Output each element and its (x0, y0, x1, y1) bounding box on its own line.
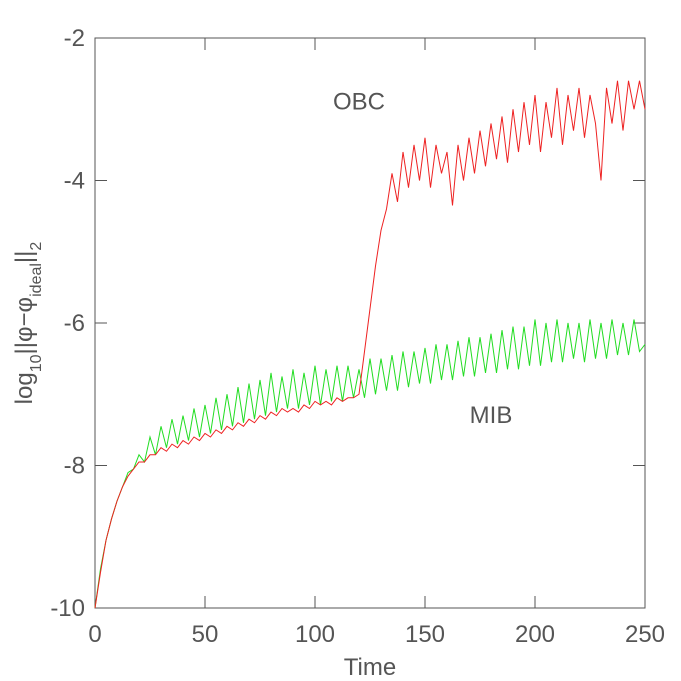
y-tick-label: -8 (64, 453, 85, 480)
annotation: MIB (470, 402, 513, 429)
x-tick-label: 50 (192, 621, 219, 648)
y-tick-label: -4 (64, 168, 85, 195)
y-label-part: 10 (28, 354, 45, 372)
x-tick-label: 0 (88, 621, 101, 648)
y-label-part: ideal (28, 263, 45, 297)
y-label-part: ||φ−φ (11, 297, 38, 355)
x-tick-label: 150 (405, 621, 445, 648)
y-axis-label: log10||φ−φideal||2 (11, 242, 45, 405)
y-tick-label: -6 (64, 310, 85, 337)
series-line (94, 319, 646, 609)
x-axis-label: Time (344, 654, 396, 681)
plot-frame (94, 37, 646, 609)
y-tick-label: -10 (50, 595, 85, 622)
y-label-part: || (11, 251, 38, 263)
series-line (94, 80, 646, 609)
y-tick-label: -2 (64, 25, 85, 52)
x-tick-label: 250 (625, 621, 665, 648)
x-tick-label: 100 (295, 621, 335, 648)
annotation: OBC (333, 88, 385, 115)
y-label-part: log (11, 372, 38, 404)
x-tick-label: 200 (515, 621, 555, 648)
y-label-part: 2 (28, 242, 45, 251)
